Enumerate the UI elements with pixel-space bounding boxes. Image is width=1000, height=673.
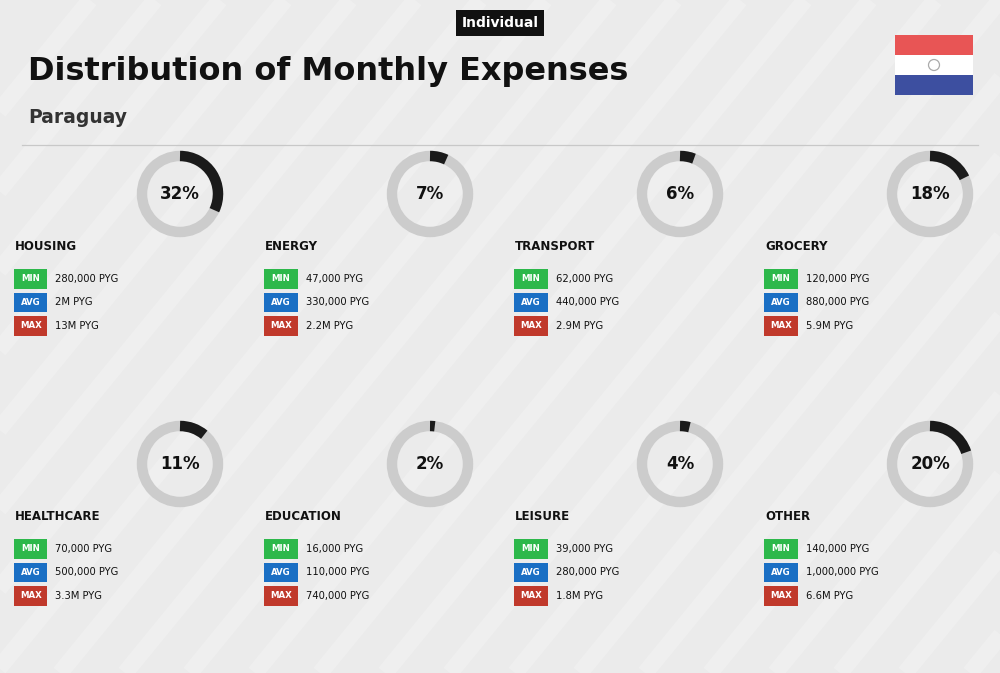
Text: 110,000 PYG: 110,000 PYG <box>306 567 369 577</box>
Text: AVG: AVG <box>521 298 541 307</box>
Text: 62,000 PYG: 62,000 PYG <box>556 274 613 284</box>
Text: 47,000 PYG: 47,000 PYG <box>306 274 363 284</box>
Text: 2.9M PYG: 2.9M PYG <box>556 321 603 331</box>
Text: 1.8M PYG: 1.8M PYG <box>556 591 603 601</box>
Text: 880,000 PYG: 880,000 PYG <box>806 297 869 308</box>
FancyBboxPatch shape <box>14 316 47 336</box>
Text: GROCERY: GROCERY <box>765 240 828 254</box>
FancyBboxPatch shape <box>514 586 548 606</box>
Text: AVG: AVG <box>771 568 791 577</box>
FancyBboxPatch shape <box>14 539 47 559</box>
Text: MIN: MIN <box>521 275 540 283</box>
FancyBboxPatch shape <box>514 563 548 582</box>
FancyBboxPatch shape <box>514 316 548 336</box>
Text: MIN: MIN <box>271 544 290 553</box>
FancyBboxPatch shape <box>895 75 973 95</box>
FancyBboxPatch shape <box>764 316 798 336</box>
Text: AVG: AVG <box>521 568 541 577</box>
Text: 440,000 PYG: 440,000 PYG <box>556 297 619 308</box>
Text: 2%: 2% <box>416 455 444 473</box>
FancyBboxPatch shape <box>764 269 798 289</box>
Text: MIN: MIN <box>21 544 40 553</box>
Text: AVG: AVG <box>271 298 291 307</box>
FancyBboxPatch shape <box>764 563 798 582</box>
FancyBboxPatch shape <box>14 563 47 582</box>
Text: AVG: AVG <box>21 298 41 307</box>
Text: EDUCATION: EDUCATION <box>265 511 342 524</box>
Text: 3.3M PYG: 3.3M PYG <box>55 591 103 601</box>
Text: MAX: MAX <box>270 322 292 330</box>
FancyBboxPatch shape <box>764 586 798 606</box>
Text: AVG: AVG <box>271 568 291 577</box>
Text: MAX: MAX <box>20 322 42 330</box>
Text: 11%: 11% <box>160 455 200 473</box>
Text: 6%: 6% <box>666 185 694 203</box>
FancyBboxPatch shape <box>514 539 548 559</box>
Text: 39,000 PYG: 39,000 PYG <box>556 544 613 554</box>
FancyBboxPatch shape <box>14 293 47 312</box>
FancyBboxPatch shape <box>14 586 47 606</box>
Text: MAX: MAX <box>270 592 292 600</box>
FancyBboxPatch shape <box>264 293 298 312</box>
Text: 140,000 PYG: 140,000 PYG <box>806 544 869 554</box>
Text: MAX: MAX <box>520 592 542 600</box>
FancyBboxPatch shape <box>264 539 298 559</box>
Text: 20%: 20% <box>910 455 950 473</box>
Text: MIN: MIN <box>771 275 790 283</box>
Text: MIN: MIN <box>521 544 540 553</box>
Text: 280,000 PYG: 280,000 PYG <box>55 274 119 284</box>
Text: 18%: 18% <box>910 185 950 203</box>
Text: 4%: 4% <box>666 455 694 473</box>
Text: 7%: 7% <box>416 185 444 203</box>
Text: 2M PYG: 2M PYG <box>55 297 93 308</box>
FancyBboxPatch shape <box>264 586 298 606</box>
Text: 13M PYG: 13M PYG <box>55 321 99 331</box>
Text: 16,000 PYG: 16,000 PYG <box>306 544 363 554</box>
Text: MAX: MAX <box>520 322 542 330</box>
Text: 1,000,000 PYG: 1,000,000 PYG <box>806 567 878 577</box>
Text: MIN: MIN <box>771 544 790 553</box>
Text: Individual: Individual <box>462 16 538 30</box>
Text: 120,000 PYG: 120,000 PYG <box>806 274 869 284</box>
FancyBboxPatch shape <box>895 35 973 55</box>
Text: HOUSING: HOUSING <box>15 240 77 254</box>
Text: OTHER: OTHER <box>765 511 810 524</box>
Text: 330,000 PYG: 330,000 PYG <box>306 297 369 308</box>
FancyBboxPatch shape <box>264 563 298 582</box>
Text: MAX: MAX <box>770 322 792 330</box>
FancyBboxPatch shape <box>895 55 973 75</box>
Text: LEISURE: LEISURE <box>515 511 570 524</box>
Text: 5.9M PYG: 5.9M PYG <box>806 321 853 331</box>
Text: HEALTHCARE: HEALTHCARE <box>15 511 100 524</box>
FancyBboxPatch shape <box>764 293 798 312</box>
Text: MAX: MAX <box>770 592 792 600</box>
Text: 740,000 PYG: 740,000 PYG <box>306 591 369 601</box>
Text: MIN: MIN <box>271 275 290 283</box>
Text: ENERGY: ENERGY <box>265 240 318 254</box>
Text: AVG: AVG <box>771 298 791 307</box>
Text: MAX: MAX <box>20 592 42 600</box>
FancyBboxPatch shape <box>14 269 47 289</box>
Text: 6.6M PYG: 6.6M PYG <box>806 591 853 601</box>
FancyBboxPatch shape <box>264 316 298 336</box>
FancyBboxPatch shape <box>514 293 548 312</box>
Text: Paraguay: Paraguay <box>28 108 127 127</box>
FancyBboxPatch shape <box>264 269 298 289</box>
FancyBboxPatch shape <box>514 269 548 289</box>
Text: 500,000 PYG: 500,000 PYG <box>55 567 119 577</box>
FancyBboxPatch shape <box>764 539 798 559</box>
Text: TRANSPORT: TRANSPORT <box>515 240 595 254</box>
Text: Distribution of Monthly Expenses: Distribution of Monthly Expenses <box>28 57 628 87</box>
Text: MIN: MIN <box>21 275 40 283</box>
Text: 2.2M PYG: 2.2M PYG <box>306 321 353 331</box>
Text: 70,000 PYG: 70,000 PYG <box>55 544 113 554</box>
Text: AVG: AVG <box>21 568 41 577</box>
Text: 32%: 32% <box>160 185 200 203</box>
Text: 280,000 PYG: 280,000 PYG <box>556 567 619 577</box>
